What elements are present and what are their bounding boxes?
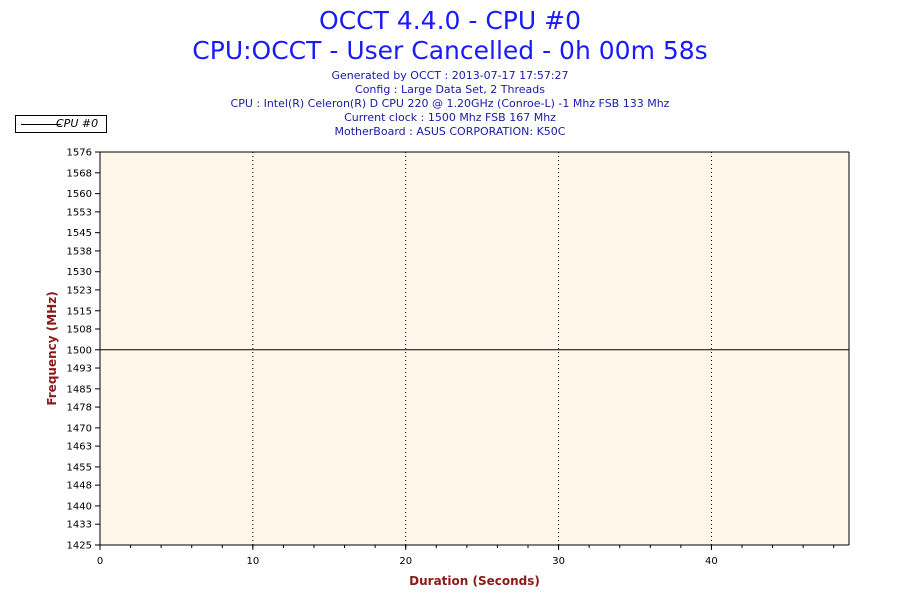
y-tick-label: 1553 — [67, 207, 92, 218]
y-tick-label: 1515 — [67, 306, 92, 317]
legend: CPU #0 — [15, 115, 107, 133]
plot-area — [100, 152, 849, 545]
info-config: Config : Large Data Set, 2 Threads — [355, 83, 545, 96]
y-axis-ticks: 1425 1433 1440 1448 1455 1463 1470 1478 1485 1493… — [67, 148, 100, 552]
x-axis-label: Duration (Seconds) — [409, 574, 540, 588]
x-tick-label: 0 — [97, 556, 103, 567]
y-tick-label: 1425 — [67, 541, 92, 552]
y-tick-label: 1448 — [67, 481, 92, 492]
info-generated: Generated by OCCT : 2013-07-17 17:57:27 — [331, 69, 569, 82]
x-axis-ticks: 0 10 20 30 40 — [97, 545, 835, 567]
info-cpu: CPU : Intel(R) Celeron(R) D CPU 220 @ 1.… — [230, 97, 670, 110]
x-tick-label: 40 — [705, 556, 718, 567]
y-tick-label: 1500 — [67, 345, 92, 356]
y-axis-label: Frequency (MHz) — [45, 291, 59, 405]
info-current-clock: Current clock : 1500 Mhz FSB 167 Mhz — [344, 111, 556, 124]
legend-label: CPU #0 — [56, 117, 99, 130]
y-tick-label: 1470 — [67, 423, 92, 434]
y-tick-label: 1463 — [67, 442, 92, 453]
info-motherboard: MotherBoard : ASUS CORPORATION: K50C — [334, 125, 566, 138]
y-tick-label: 1545 — [67, 228, 92, 239]
y-tick-label: 1523 — [67, 285, 92, 296]
y-tick-label: 1485 — [67, 384, 92, 395]
legend-swatch — [21, 124, 61, 125]
y-tick-label: 1455 — [67, 462, 92, 473]
y-tick-label: 1576 — [67, 148, 92, 159]
y-tick-label: 1568 — [67, 168, 92, 179]
y-tick-label: 1440 — [67, 501, 92, 512]
grid-lines — [252, 152, 712, 545]
y-tick-label: 1508 — [67, 324, 92, 335]
y-tick-label: 1433 — [67, 520, 92, 531]
chart-subtitle: CPU:OCCT - User Cancelled - 0h 00m 58s — [192, 36, 708, 65]
y-tick-label: 1478 — [67, 403, 92, 414]
y-tick-label: 1538 — [67, 246, 92, 257]
y-tick-label: 1560 — [67, 189, 92, 200]
x-tick-label: 20 — [399, 556, 412, 567]
x-tick-label: 10 — [246, 556, 259, 567]
x-tick-label: 30 — [552, 556, 565, 567]
y-tick-label: 1493 — [67, 364, 92, 375]
axes — [99, 151, 850, 546]
y-tick-label: 1530 — [67, 267, 92, 278]
chart-title: OCCT 4.4.0 - CPU #0 — [319, 6, 581, 35]
